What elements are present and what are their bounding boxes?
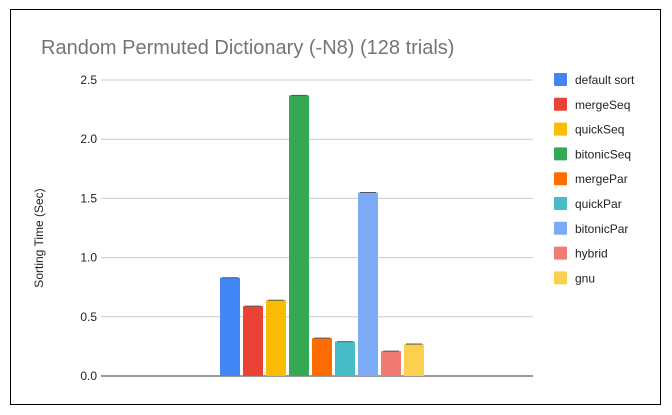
bar-bitonicseq — [289, 95, 309, 376]
bar-quickpar — [335, 341, 355, 376]
legend-label: quickPar — [575, 197, 622, 211]
bar-bitonicpar — [358, 192, 378, 376]
chart-title: Random Permuted Dictionary (-N8) (128 tr… — [41, 37, 454, 59]
bar-gnu — [404, 344, 424, 376]
legend: default sort mergeSeq quickSeq bitonicSeq me… — [554, 73, 635, 285]
legend-label: bitonicPar — [575, 222, 628, 236]
legend-label: mergeSeq — [575, 98, 630, 112]
bar-mergeseq — [243, 306, 263, 376]
legend-label: quickSeq — [575, 123, 624, 137]
y-tick-label: 0.0 — [80, 369, 97, 383]
legend-label: bitonicSeq — [575, 147, 631, 161]
y-axis-label: Sorting Time (Sec) — [32, 188, 46, 287]
legend-label: hybrid — [575, 247, 608, 261]
bar-mergepar — [312, 338, 332, 376]
legend-swatch — [554, 197, 567, 210]
legend-label: gnu — [575, 271, 595, 285]
y-tick-label: 1.0 — [80, 251, 97, 265]
y-tick-label: 0.5 — [80, 310, 97, 324]
y-tick-label: 2.5 — [80, 73, 97, 87]
bar-hybrid — [381, 351, 401, 376]
legend-swatch — [554, 97, 567, 111]
legend-swatch — [554, 246, 567, 260]
legend-swatch — [554, 172, 567, 186]
bar-quickseq — [266, 300, 286, 376]
bar-chart: Random Permuted Dictionary (-N8) (128 tr… — [32, 37, 635, 383]
legend-swatch — [554, 221, 567, 235]
legend-swatch — [554, 122, 567, 136]
legend-label: mergePar — [575, 172, 628, 186]
gridlines — [101, 79, 533, 377]
legend-swatch — [554, 271, 567, 285]
legend-swatch — [554, 73, 567, 86]
legend-label: default sort — [575, 73, 635, 87]
y-tick-label: 1.5 — [80, 191, 97, 205]
bar-default-sort — [220, 277, 240, 376]
chart-frame: Random Permuted Dictionary (-N8) (128 tr… — [10, 9, 661, 405]
y-tick-label: 2.0 — [80, 132, 97, 146]
y-axis-ticks: 0.0 0.5 1.0 1.5 2.0 2.5 — [80, 73, 97, 383]
legend-swatch — [554, 147, 567, 161]
bars — [220, 94, 424, 376]
